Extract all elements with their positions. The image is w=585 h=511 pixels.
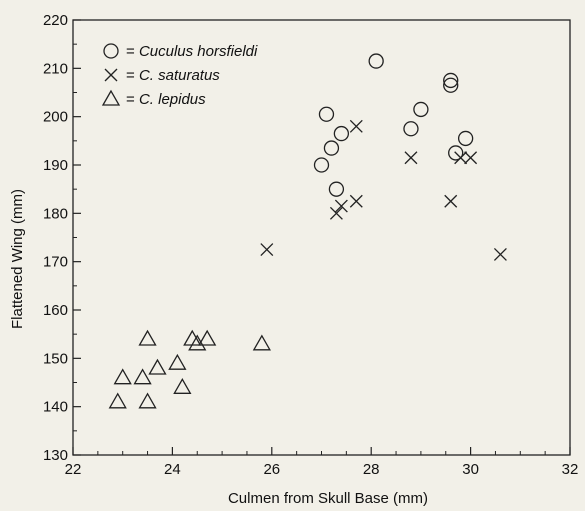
legend-x-marker — [104, 68, 118, 82]
data-points — [108, 53, 507, 409]
x-point — [493, 247, 507, 261]
triangle-point — [188, 334, 207, 351]
legend-prefix: = — [126, 91, 139, 108]
y-tick-label: 210 — [43, 60, 68, 77]
y-tick-label: 160 — [43, 302, 68, 319]
legend-label: = Cuculus horsfieldi — [126, 43, 258, 60]
circle-point — [443, 77, 459, 93]
circle-point — [413, 101, 429, 118]
legend-prefix: = — [126, 43, 139, 60]
triangle-point — [138, 392, 157, 409]
x-point — [464, 151, 478, 165]
legend-label: = C. lepidus — [126, 91, 206, 108]
x-tick-label: 22 — [65, 461, 82, 478]
circle-point — [368, 53, 384, 69]
circle-point — [328, 181, 345, 197]
y-tick-label: 190 — [43, 157, 68, 174]
circle-point — [318, 106, 335, 122]
legend-label: = C. saturatus — [126, 67, 220, 84]
y-tick-label: 150 — [43, 350, 68, 367]
triangle-point — [113, 368, 132, 385]
triangle-point — [168, 353, 187, 370]
triangle-point — [198, 329, 217, 346]
triangle-point — [138, 329, 157, 346]
x-point — [404, 151, 418, 165]
triangle-point — [148, 358, 167, 375]
circle-point — [323, 140, 340, 156]
x-point — [349, 194, 363, 208]
circle-point — [443, 72, 459, 89]
y-tick-label: 170 — [43, 254, 68, 271]
legend-circle-marker — [103, 43, 119, 59]
x-axis-title: Culmen from Skull Base (mm) — [228, 490, 428, 507]
circle-point — [448, 145, 464, 161]
triangle-point — [173, 378, 192, 394]
y-tick-label: 200 — [43, 109, 68, 126]
legend: = Cuculus horsfieldi= C. saturatus= C. l… — [101, 43, 258, 108]
legend-triangle-marker — [101, 89, 121, 106]
x-point — [454, 151, 468, 165]
y-tick-label: 140 — [43, 399, 68, 416]
x-tick-label: 28 — [363, 461, 380, 478]
plot-frame — [72, 19, 571, 456]
x-point — [329, 206, 343, 220]
y-tick-label: 180 — [43, 205, 68, 222]
axes: 22 24 26 28 30 32 130 140 150 160 170 180 190 200 210 2… — [43, 12, 578, 478]
circle-point — [313, 157, 330, 173]
circle-point — [333, 125, 350, 142]
triangle-point — [252, 334, 271, 351]
circle-point — [457, 130, 474, 147]
y-tick-label: 130 — [43, 447, 68, 464]
circle-point — [403, 121, 419, 137]
x-point — [444, 194, 458, 208]
legend-prefix: = — [126, 67, 139, 84]
x-tick-label: 26 — [263, 461, 280, 478]
x-tick-label: 24 — [164, 461, 181, 478]
legend-species-name: C. lepidus — [139, 91, 206, 108]
y-axis-title: Flattened Wing (mm) — [9, 189, 26, 329]
x-tick-label: 30 — [462, 461, 479, 478]
triangle-point — [108, 392, 127, 409]
triangle-point — [133, 368, 152, 385]
legend-species-name: Cuculus horsfieldi — [139, 43, 258, 60]
x-point — [349, 119, 363, 133]
y-tick-label: 220 — [43, 12, 68, 29]
x-point — [260, 243, 274, 257]
x-point — [334, 199, 348, 213]
x-tick-label: 32 — [562, 461, 579, 478]
legend-species-name: C. saturatus — [139, 67, 220, 84]
